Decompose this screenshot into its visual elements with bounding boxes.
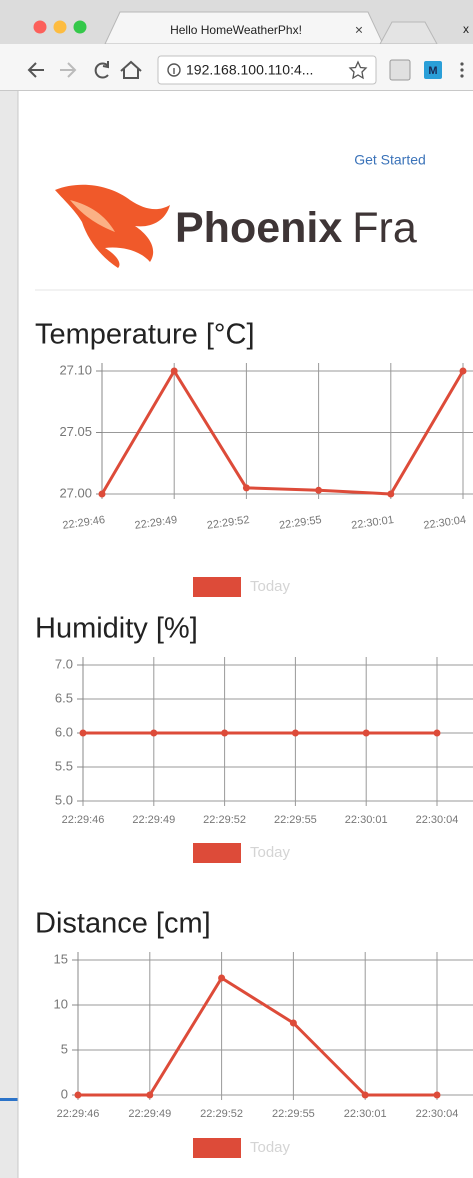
- logo-wing: [70, 200, 115, 232]
- back-button[interactable]: [27, 62, 44, 78]
- legend-label: Today: [250, 578, 291, 595]
- y-tick-label: 27.00: [59, 485, 92, 500]
- info-icon[interactable]: [167, 63, 181, 77]
- minimize-button[interactable]: [53, 20, 67, 34]
- x-tick-label: 22:29:55: [274, 814, 317, 826]
- x-tick-label: 22:29:55: [278, 514, 322, 532]
- x-tick-label: 22:30:01: [345, 814, 388, 826]
- point: [74, 1091, 82, 1099]
- extension-label: M: [428, 65, 437, 77]
- legend-swatch: [193, 1138, 241, 1158]
- x-tick-label: 22:29:49: [132, 814, 175, 826]
- forward-button[interactable]: [60, 62, 77, 78]
- point: [79, 729, 87, 737]
- x-tick-label: 22:30:04: [416, 814, 459, 826]
- logo-bold: Phoenix: [175, 204, 342, 252]
- y-tick-label: 5: [61, 1041, 68, 1056]
- bookmark-star[interactable]: [348, 60, 368, 80]
- menu-dot[interactable]: [460, 68, 464, 72]
- point: [289, 1019, 297, 1027]
- menu-dot[interactable]: [460, 74, 464, 78]
- phoenix-logo: [55, 184, 170, 268]
- x-tick-label: 22:29:52: [203, 814, 246, 826]
- legend-swatch: [193, 843, 241, 863]
- close-button[interactable]: [33, 20, 47, 34]
- x-tick-label: 22:29:49: [134, 514, 178, 532]
- point: [170, 367, 178, 375]
- point: [146, 1091, 154, 1099]
- menu-dot[interactable]: [460, 62, 464, 66]
- chart-title: Distance [cm]: [35, 908, 211, 940]
- point: [433, 729, 441, 737]
- home-button[interactable]: [120, 60, 142, 79]
- x-tick-label: 22:29:55: [272, 1108, 315, 1120]
- x-tick-label: 22:29:52: [200, 1108, 243, 1120]
- x-tick-label: 22:29:46: [57, 1108, 100, 1120]
- tab-close[interactable]: ×: [355, 22, 363, 38]
- legend-swatch: [193, 577, 241, 597]
- logo-light: Fra: [352, 204, 417, 252]
- point: [150, 729, 158, 737]
- x-tick-label: 22:29:46: [62, 814, 105, 826]
- url[interactable]: 192.168.100.110:4...: [186, 62, 313, 78]
- legend-label: Today: [250, 1139, 291, 1156]
- point: [362, 729, 370, 737]
- y-tick-label: 15: [54, 951, 68, 966]
- y-tick-label: 10: [54, 996, 68, 1011]
- tab-title: Hello HomeWeatherPhx!: [170, 23, 302, 37]
- y-tick-label: 0: [61, 1086, 68, 1101]
- series-line: [100, 369, 465, 496]
- x-tick-label: 22:29:46: [62, 514, 106, 532]
- chart-title: Humidity [%]: [35, 613, 198, 645]
- point: [387, 490, 395, 498]
- y-tick-label: 7.0: [55, 656, 73, 671]
- y-tick-label: 5.5: [55, 758, 73, 773]
- point: [221, 729, 229, 737]
- x-tick-label: 22:30:04: [423, 514, 467, 532]
- extension-icon[interactable]: [389, 59, 411, 81]
- extension-m-icon[interactable]: [424, 61, 442, 79]
- reload-button[interactable]: [94, 61, 109, 79]
- desktop-strip: [0, 90, 18, 1178]
- point: [291, 729, 299, 737]
- series-line: [78, 976, 437, 1097]
- point: [361, 1091, 369, 1099]
- chart-title: Temperature [°C]: [35, 319, 255, 351]
- y-tick-label: 27.05: [59, 424, 92, 439]
- zoom-button[interactable]: [73, 20, 87, 34]
- x-tick-label: 22:30:01: [344, 1108, 387, 1120]
- point: [459, 367, 467, 375]
- point: [98, 490, 106, 498]
- point: [218, 974, 226, 982]
- y-tick-label: 27.10: [59, 362, 92, 377]
- address-bar[interactable]: [157, 55, 377, 85]
- nav-link[interactable]: Get Started: [354, 152, 426, 168]
- y-tick-label: 5.0: [55, 792, 73, 807]
- point: [242, 484, 250, 492]
- x-tick-label: 22:30:01: [351, 514, 395, 532]
- y-tick-label: 6.5: [55, 690, 73, 705]
- x-tick-label: 22:29:49: [128, 1108, 171, 1120]
- point: [315, 486, 323, 494]
- other-tab-close[interactable]: x: [463, 22, 469, 36]
- x-tick-label: 22:30:04: [416, 1108, 459, 1120]
- desktop-line: [0, 1098, 18, 1101]
- y-tick-label: 6.0: [55, 724, 73, 739]
- x-tick-label: 22:29:52: [206, 514, 250, 532]
- legend-label: Today: [250, 844, 291, 861]
- point: [433, 1091, 441, 1099]
- logo-text: Phoenix Fra: [175, 204, 417, 252]
